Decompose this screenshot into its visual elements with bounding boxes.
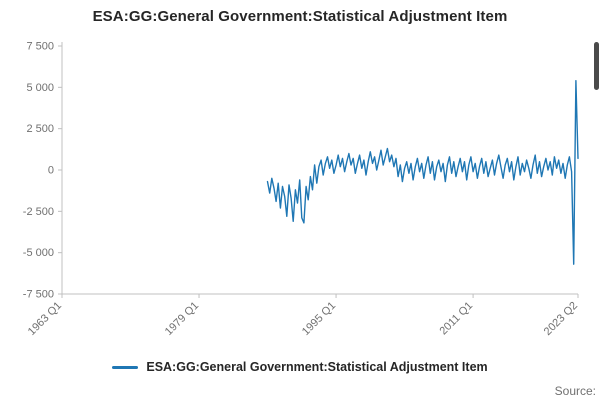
series-line	[266, 80, 579, 265]
x-axis-label: 2023 Q2	[542, 300, 580, 338]
x-axis-label: 1963 Q1	[26, 300, 64, 338]
x-axis-label: 1979 Q1	[163, 300, 201, 338]
legend-line-swatch-icon	[112, 365, 139, 369]
x-axis-label: 2011 Q1	[437, 300, 475, 338]
y-axis-label: 5 000	[26, 82, 54, 94]
y-axis-label: -7 500	[23, 289, 54, 301]
y-axis-label: -5 000	[23, 247, 54, 259]
scrollbar-thumb[interactable]	[594, 42, 599, 90]
chart-legend: ESA:GG:General Government:Statistical Ad…	[0, 360, 600, 374]
source-label: Source:	[554, 384, 596, 398]
y-axis-label: -2 500	[23, 206, 54, 218]
page-title: ESA:GG:General Government:Statistical Ad…	[92, 8, 508, 25]
y-axis-label: 0	[48, 165, 54, 177]
y-axis-label: 2 500	[26, 123, 54, 135]
x-axis-label: 1995 Q1	[300, 300, 338, 338]
y-axis-label: 7 500	[26, 41, 54, 53]
scrollbar[interactable]	[594, 38, 599, 394]
legend-label: ESA:GG:General Government:Statistical Ad…	[146, 360, 488, 374]
